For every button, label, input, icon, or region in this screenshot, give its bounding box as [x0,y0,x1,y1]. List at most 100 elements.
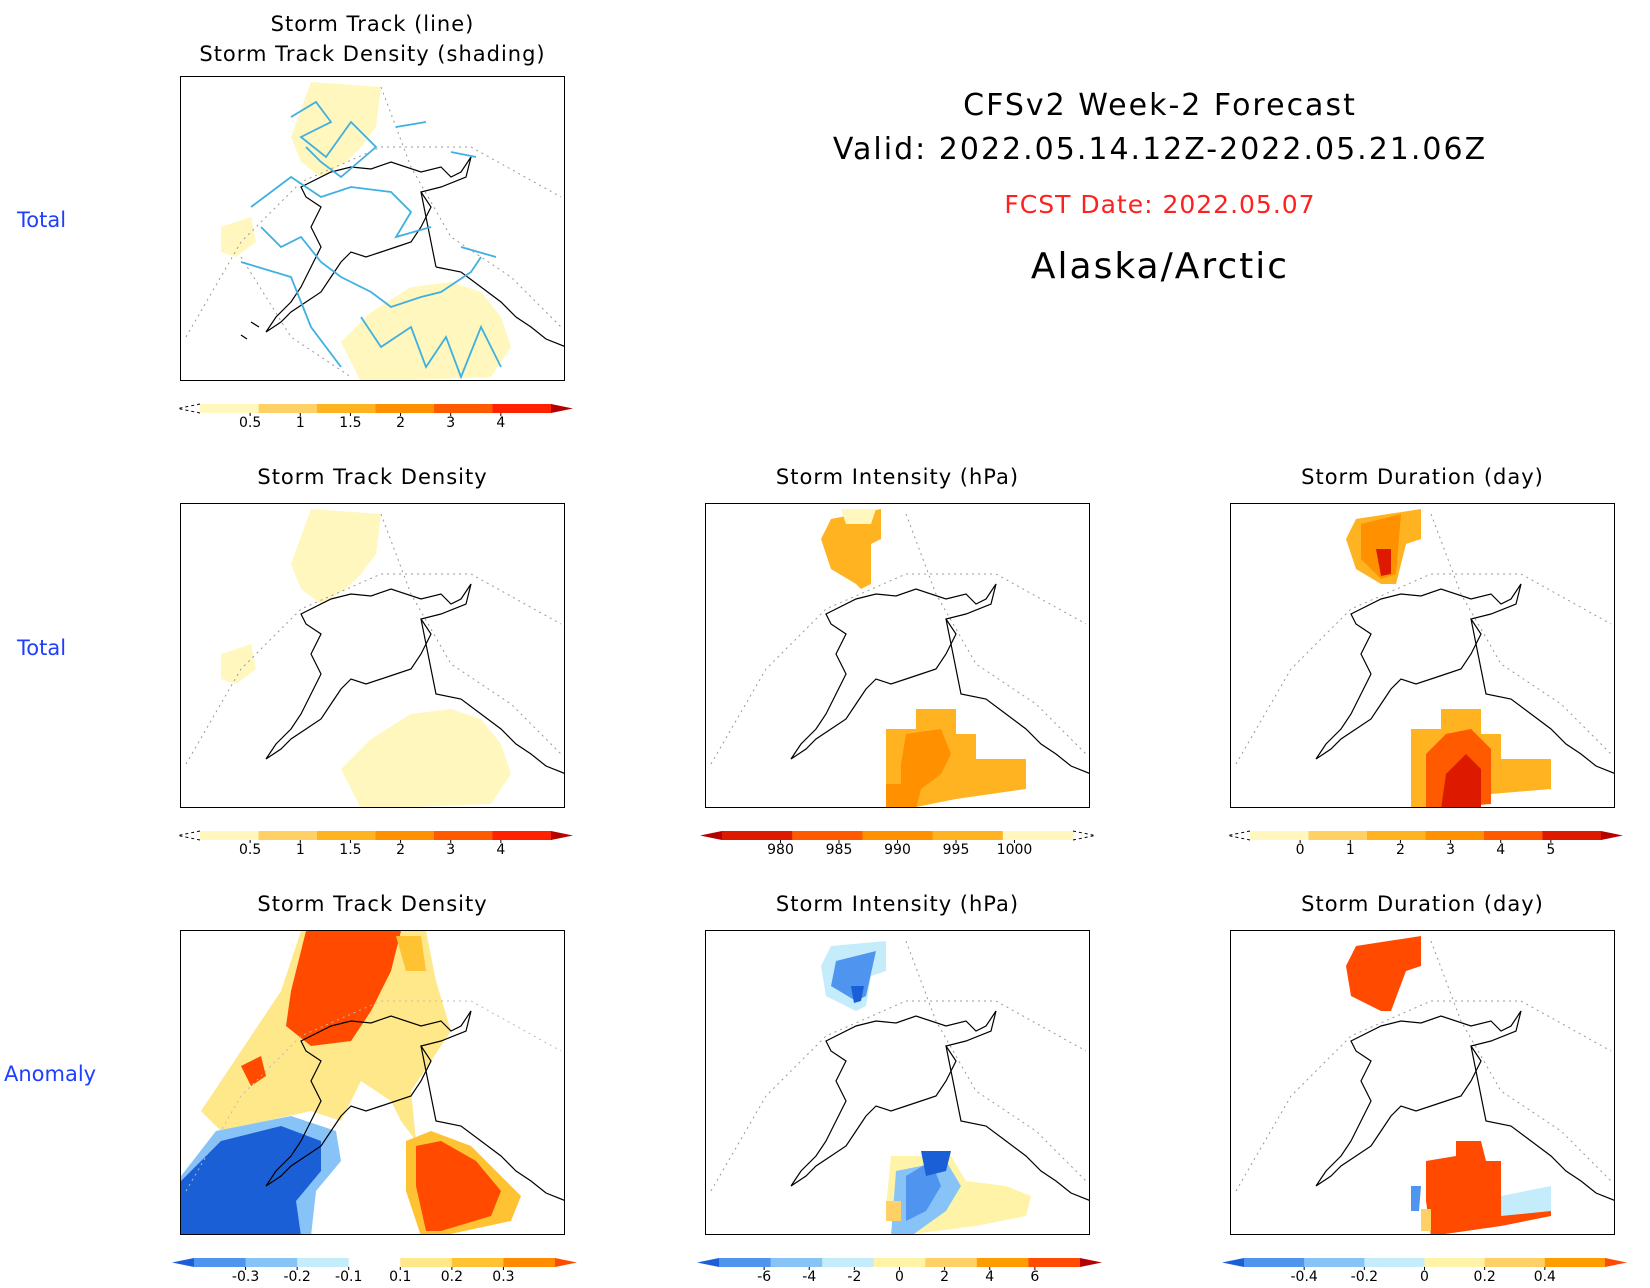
colorbar-tick-label: 2 [396,415,405,431]
colorbar-tick-label: 0 [895,1269,904,1285]
duration_anom-colorbar-svg: -0.4 -0.2 0 0.2 0.4 [1222,1258,1627,1285]
density_anom-colorbar-svg: -0.3 -0.2 -0.1 0.1 0.2 0.3 [172,1258,577,1285]
colorbar-tick-label: 980 [767,842,794,858]
colorbar-tick-label: 0.5 [239,842,261,858]
panel6-title: Storm Intensity (hPa) [775,892,1020,916]
map-storm-track-total [180,76,565,381]
duration_total-colorbar-svg: 0 1 2 3 4 5 [1227,830,1623,858]
colorbar-swatch [200,831,259,840]
colorbar-tick-label: -4 [802,1269,816,1285]
colorbar-swatch [434,831,493,840]
colorbar-swatch [400,1258,453,1267]
colorbar-swatch [194,1258,247,1267]
panel1-title-line1: Storm Track (line) [270,12,475,36]
colorbar-swatch [1544,1258,1606,1267]
colorbar-swatch [1484,1258,1546,1267]
row-label-anomaly: Anomaly [4,1062,97,1086]
colorbar-swatch [375,404,435,413]
colorbar-swatch [492,404,552,413]
forecast-title: CFSv2 Week-2 Forecast [963,88,1357,123]
colorbar-swatch [258,831,318,840]
valid-period: Valid: 2022.05.14.12Z-2022.05.21.06Z [832,132,1488,167]
colorbar-tick-label: 0 [1420,1269,1429,1285]
colorbar-swatch [1425,831,1485,840]
colorbar-below-indicator [177,830,201,841]
panel4-title: Storm Duration (day) [1301,465,1544,489]
colorbar-tick-label: 0.2 [441,1269,463,1285]
row-label-total-1: Total [17,208,67,232]
colorbar-swatch [873,1258,926,1267]
colorbar-tick-label: 990 [884,842,911,858]
colorbar-tick-label: -0.3 [232,1269,259,1285]
colorbar-low-arrow [697,1258,719,1267]
colorbar-low-arrow [1222,1258,1244,1267]
colorbar-low-arrow [700,831,722,840]
colorbar-below-indicator [1227,830,1251,841]
colorbar-swatch [317,831,376,840]
region-title: Alaska/Arctic [1030,246,1290,287]
colorbar-tick-label: 995 [943,842,970,858]
panel5-title: Storm Track Density [257,892,488,916]
colorbar-swatch [451,1258,504,1267]
colorbar-tick-label: 4 [496,415,505,431]
colorbar-swatch [200,404,259,413]
colorbar-swatch [1364,1258,1425,1267]
colorbar-swatch [297,1258,350,1267]
colorbar-swatch [1002,831,1074,840]
colorbar-high-arrow [551,404,573,413]
colorbar-tick-label: 4 [1496,842,1505,858]
colorbar-tick-label: 5 [1546,842,1555,858]
colorbar-swatch [245,1258,298,1267]
density_total-colorbar-svg: 0.5 1 1.5 2 3 4 [177,403,573,431]
colorbar-high-arrow [1605,1258,1627,1267]
colorbar-tick-label: 0 [1296,842,1305,858]
colorbar-swatch [1250,831,1309,840]
colorbar-tick-label: 0.2 [1474,1269,1496,1285]
colorbar-swatch [1424,1258,1486,1267]
colorbar-swatch [1484,831,1543,840]
panel1-title-line2: Storm Track Density (shading) [199,42,546,66]
colorbar-tick-label: 0.5 [239,415,261,431]
colorbar-swatch [1542,831,1602,840]
colorbar-tick-label: 4 [496,842,505,858]
colorbar-intensity-total: 980 985 990 995 1000 [700,830,1096,861]
colorbar-low-arrow [172,1258,194,1267]
colorbar-swatch [434,404,493,413]
colorbar-swatch [375,831,435,840]
colorbar-tick-label: 3 [446,842,455,858]
colorbar-tick-label: 1 [1346,842,1355,858]
colorbar-tick-label: -6 [757,1269,771,1285]
colorbar-swatch [719,1258,772,1267]
colorbar-duration-total: 0 1 2 3 4 5 [1227,830,1623,861]
colorbar-swatch [976,1258,1029,1267]
colorbar-tick-label: 3 [1446,842,1455,858]
colorbar-tick-label: 3 [446,415,455,431]
colorbar-below-indicator [177,403,201,414]
colorbar-high-arrow [1601,831,1623,840]
colorbar-swatch [925,1258,978,1267]
colorbar-swatch [317,404,376,413]
colorbar-tick-label: 985 [826,842,853,858]
colorbar-swatch [932,831,1004,840]
colorbar-tick-label: 4 [985,1269,994,1285]
colorbar-swatch [348,1258,401,1267]
colorbar-duration-anomaly: -0.4 -0.2 0 0.2 0.4 [1222,1258,1627,1288]
map-storm-duration-anomaly [1230,930,1615,1235]
colorbar-swatch [1367,831,1426,840]
colorbar-tick-label: -0.2 [283,1269,310,1285]
colorbar-swatch [1244,1258,1305,1267]
colorbar-tick-label: -0.4 [1291,1269,1318,1285]
colorbar-density-total-1: 0.5 1 1.5 2 3 4 [177,403,573,434]
colorbar-high-arrow [551,831,573,840]
colorbar-tick-label: 1000 [997,842,1033,858]
colorbar-tick-label: 0.3 [492,1269,514,1285]
colorbar-swatch [862,831,934,840]
colorbar-high-arrow [555,1258,577,1267]
intensity_total-colorbar-svg: 980 985 990 995 1000 [700,830,1096,858]
colorbar-swatch [822,1258,875,1267]
intensity_anom-colorbar-svg: -6 -4 -2 0 2 4 6 [697,1258,1102,1285]
colorbar-swatch [1028,1258,1081,1267]
colorbar-above-indicator [1072,830,1096,841]
colorbar-swatch [492,831,552,840]
colorbar-tick-label: 1.5 [339,842,361,858]
